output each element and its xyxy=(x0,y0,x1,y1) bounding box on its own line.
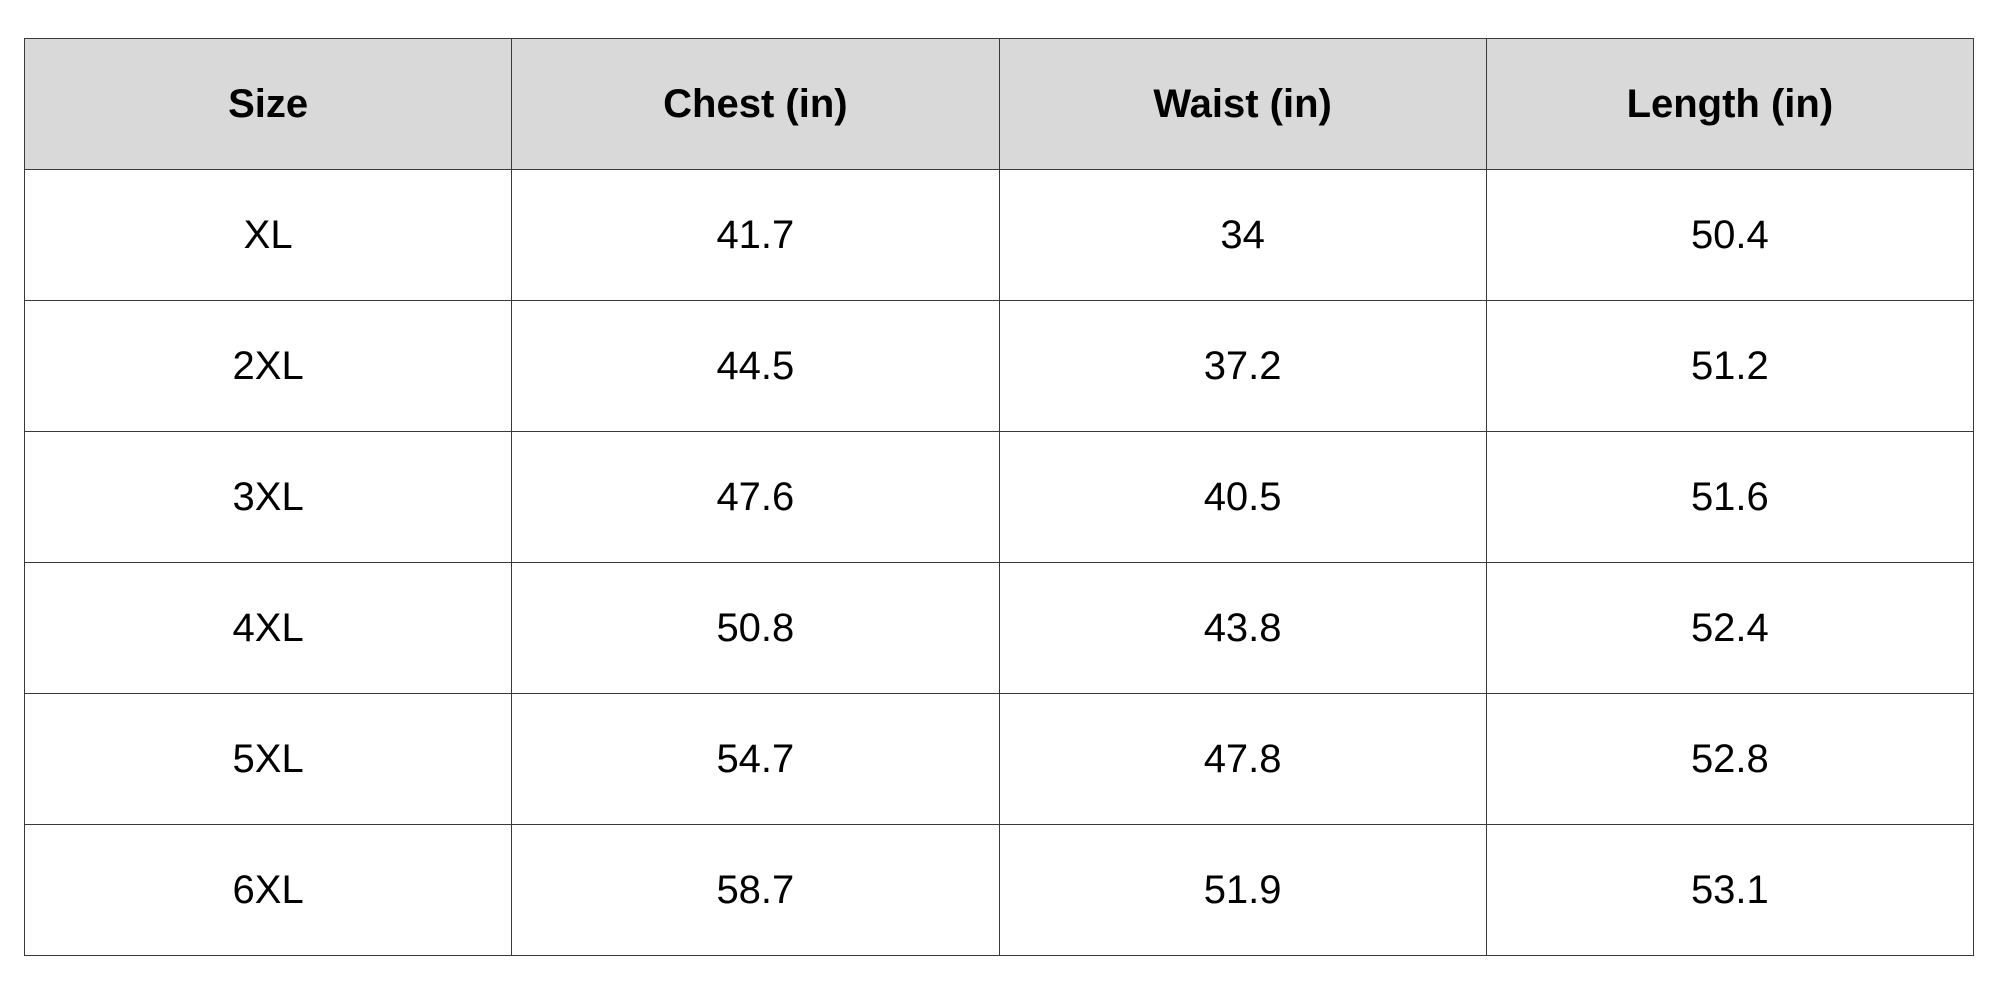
table-body: XL 41.7 34 50.4 2XL 44.5 37.2 51.2 3XL 4… xyxy=(23,169,1975,956)
cell-chest: 44.5 xyxy=(511,300,1000,432)
cell-waist: 51.9 xyxy=(998,824,1487,956)
cell-length: 53.1 xyxy=(1485,824,1975,956)
table-row: XL 41.7 34 50.4 xyxy=(23,169,1975,301)
cell-size: 5XL xyxy=(23,693,513,825)
cell-size: 4XL xyxy=(23,562,513,694)
cell-waist: 34 xyxy=(998,169,1487,301)
table-row: 5XL 54.7 47.8 52.8 xyxy=(23,693,1975,825)
table-header: Size Chest (in) Waist (in) Length (in) xyxy=(23,38,1975,170)
cell-chest: 47.6 xyxy=(511,431,1000,563)
cell-waist: 37.2 xyxy=(998,300,1487,432)
cell-size: 3XL xyxy=(23,431,513,563)
table-row: 3XL 47.6 40.5 51.6 xyxy=(23,431,1975,563)
header-size: Size xyxy=(23,38,513,170)
size-chart-table: Size Chest (in) Waist (in) Length (in) X… xyxy=(23,38,1975,956)
header-waist: Waist (in) xyxy=(998,38,1487,170)
cell-length: 50.4 xyxy=(1485,169,1975,301)
cell-length: 52.8 xyxy=(1485,693,1975,825)
cell-length: 51.6 xyxy=(1485,431,1975,563)
cell-length: 51.2 xyxy=(1485,300,1975,432)
cell-chest: 41.7 xyxy=(511,169,1000,301)
table-row: 4XL 50.8 43.8 52.4 xyxy=(23,562,1975,694)
table-row: 6XL 58.7 51.9 53.1 xyxy=(23,824,1975,956)
header-row: Size Chest (in) Waist (in) Length (in) xyxy=(23,38,1975,170)
cell-chest: 58.7 xyxy=(511,824,1000,956)
cell-waist: 40.5 xyxy=(998,431,1487,563)
cell-chest: 54.7 xyxy=(511,693,1000,825)
cell-length: 52.4 xyxy=(1485,562,1975,694)
cell-waist: 43.8 xyxy=(998,562,1487,694)
cell-size: 6XL xyxy=(23,824,513,956)
cell-size: XL xyxy=(23,169,513,301)
header-chest: Chest (in) xyxy=(511,38,1000,170)
table-row: 2XL 44.5 37.2 51.2 xyxy=(23,300,1975,432)
header-length: Length (in) xyxy=(1485,38,1975,170)
cell-size: 2XL xyxy=(23,300,513,432)
cell-waist: 47.8 xyxy=(998,693,1487,825)
cell-chest: 50.8 xyxy=(511,562,1000,694)
